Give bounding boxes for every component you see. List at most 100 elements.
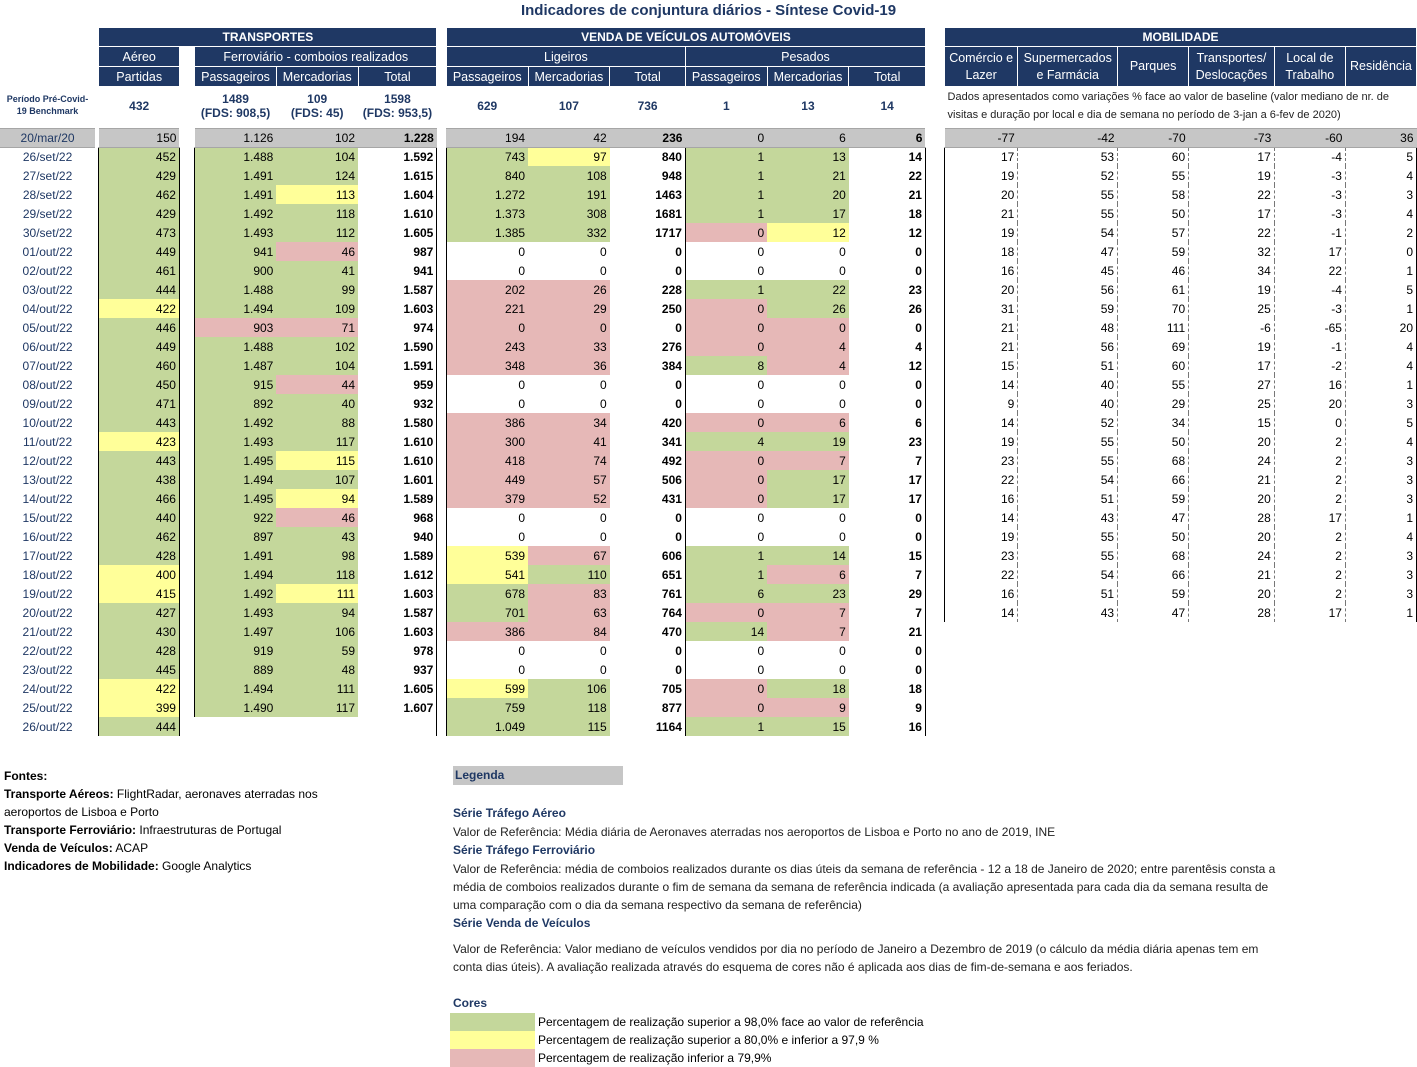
table-cell: 492 bbox=[661, 453, 682, 468]
table-cell: 919 bbox=[194, 641, 277, 660]
benchmark-row: Período Pré-Covid-19 Benchmark 432 1489(… bbox=[0, 87, 1417, 125]
table-cell: 15 bbox=[848, 546, 926, 565]
table-cell: -65 bbox=[1274, 318, 1346, 337]
table-cell bbox=[1189, 622, 1275, 641]
table-cell: 191 bbox=[528, 185, 610, 204]
table-cell: 19 bbox=[1188, 280, 1275, 299]
date-cell: 07/out/22 bbox=[22, 358, 73, 373]
table-row: 16/out/22 462 897 43 940 0 0 0 0 0 0 19 55 50 20 2 4 bbox=[0, 527, 1417, 546]
table-cell: 0 bbox=[445, 242, 529, 261]
table-cell: 0 bbox=[445, 527, 529, 546]
table-cell bbox=[358, 717, 438, 736]
table-cell: 449 bbox=[98, 337, 180, 356]
table-cell: 429 bbox=[98, 204, 180, 223]
table-cell: 386 bbox=[445, 622, 529, 641]
table-cell: 0 bbox=[848, 261, 926, 280]
table-cell: 0 bbox=[684, 508, 768, 527]
table-cell: 19 bbox=[944, 432, 1019, 451]
table-cell: 4 bbox=[1345, 432, 1417, 451]
benchmark-p-pass: 1 bbox=[722, 98, 730, 113]
table-cell: 21 bbox=[944, 204, 1019, 223]
table-row: 03/out/22 444 1.488 99 1.587 202 26 228 1 22 23 20 5… bbox=[0, 280, 1417, 299]
table-cell: 61 bbox=[1117, 280, 1190, 299]
table-row: 26/set/22 452 1.488 104 1.592 743 97 840 1 13 14 17… bbox=[0, 147, 1417, 166]
table-cell: 399 bbox=[98, 698, 180, 717]
table-cell: 877 bbox=[661, 700, 682, 715]
table-cell: 109 bbox=[276, 299, 359, 318]
table-cell: 40 bbox=[1017, 375, 1119, 394]
date-cell: 25/out/22 bbox=[22, 700, 73, 715]
source-item: Transporte Aéreos: FlightRadar, aeronave… bbox=[4, 787, 318, 819]
table-cell: 6 bbox=[684, 584, 768, 603]
table-cell: 34 bbox=[528, 413, 610, 432]
table-cell: 4 bbox=[1345, 204, 1417, 223]
table-cell: 948 bbox=[661, 168, 682, 183]
date-cell: 10/out/22 bbox=[22, 415, 73, 430]
table-cell: 3 bbox=[1345, 565, 1417, 584]
source-item: Indicadores de Mobilidade: Google Analyt… bbox=[4, 859, 252, 873]
table-cell: 743 bbox=[445, 147, 529, 166]
date-cell: 11/out/22 bbox=[22, 434, 73, 449]
header-partidas: Partidas bbox=[98, 66, 180, 87]
table-cell: 18 bbox=[848, 204, 926, 223]
table-cell: 50 bbox=[1117, 432, 1190, 451]
table-cell: 15 bbox=[944, 356, 1019, 375]
header-l-mercadorias: Mercadorias bbox=[527, 66, 611, 87]
table-cell: 19 bbox=[944, 166, 1019, 185]
table-cell: 44 bbox=[276, 375, 359, 394]
table-cell: -3 bbox=[1274, 185, 1346, 204]
table-cell: 1.610 bbox=[358, 204, 438, 223]
table-cell: 110 bbox=[528, 565, 610, 584]
table-cell: 29 bbox=[848, 584, 926, 603]
date-cell: 16/out/22 bbox=[22, 529, 73, 544]
table-cell: 415 bbox=[98, 584, 180, 603]
table-cell: 22 bbox=[1274, 261, 1346, 280]
table-cell: 74 bbox=[528, 451, 610, 470]
table-cell bbox=[1345, 641, 1416, 660]
table-cell: 55 bbox=[1017, 527, 1119, 546]
table-cell: 922 bbox=[194, 508, 277, 527]
table-cell: 446 bbox=[98, 318, 180, 337]
table-row: 05/out/22 446 903 71 974 0 0 0 0 0 0 21 48 111 -6 -65 20 bbox=[0, 318, 1417, 337]
table-cell: 41 bbox=[276, 261, 359, 280]
table-cell: 430 bbox=[98, 622, 180, 641]
color-swatch bbox=[450, 1031, 535, 1049]
table-cell: 43 bbox=[1017, 508, 1119, 527]
table-cell: 1.049 bbox=[445, 717, 529, 736]
table-row: 19/out/22 415 1.492 111 1.603 678 83 761 6 23 29 16… bbox=[0, 584, 1417, 603]
table-cell bbox=[1189, 641, 1275, 660]
table-cell bbox=[945, 622, 1018, 641]
table-cell: 51 bbox=[1017, 356, 1119, 375]
table-cell: 7 bbox=[848, 451, 926, 470]
table-cell: 0 bbox=[684, 318, 768, 337]
date-cell: 17/out/22 bbox=[22, 548, 73, 563]
header-l-passageiros: Passageiros bbox=[445, 66, 529, 87]
table-cell: 2 bbox=[1274, 432, 1346, 451]
benchmark-label: Período Pré-Covid-19 Benchmark bbox=[6, 94, 89, 117]
table-cell: 54 bbox=[1017, 223, 1119, 242]
table-cell: 41 bbox=[528, 432, 610, 451]
table-cell: 539 bbox=[445, 546, 529, 565]
table-cell bbox=[1345, 698, 1416, 717]
table-cell: 3 bbox=[1345, 451, 1417, 470]
table-cell: 0 bbox=[684, 470, 768, 489]
table-cell: 915 bbox=[194, 375, 277, 394]
table-cell: 0 bbox=[600, 377, 607, 392]
table-cell bbox=[195, 717, 277, 736]
table-cell: 47 bbox=[1117, 508, 1190, 527]
table-cell: 0 bbox=[848, 527, 926, 546]
table-cell: 150 bbox=[98, 127, 180, 148]
table-cell: 52 bbox=[1017, 166, 1119, 185]
date-cell: 27/set/22 bbox=[22, 168, 73, 183]
table-cell: 1.491 bbox=[194, 546, 277, 565]
table-cell: 118 bbox=[276, 204, 359, 223]
color-description: Percentagem de realização inferior a 79,… bbox=[538, 1051, 772, 1065]
table-cell: 428 bbox=[98, 641, 180, 660]
table-cell bbox=[1345, 660, 1416, 679]
table-cell: 83 bbox=[528, 584, 610, 603]
table-cell: 444 bbox=[98, 280, 180, 299]
table-cell: 45 bbox=[1017, 261, 1119, 280]
table-cell: 97 bbox=[528, 147, 610, 166]
table-cell: 2 bbox=[1345, 223, 1417, 242]
table-cell: 19 bbox=[1188, 166, 1275, 185]
